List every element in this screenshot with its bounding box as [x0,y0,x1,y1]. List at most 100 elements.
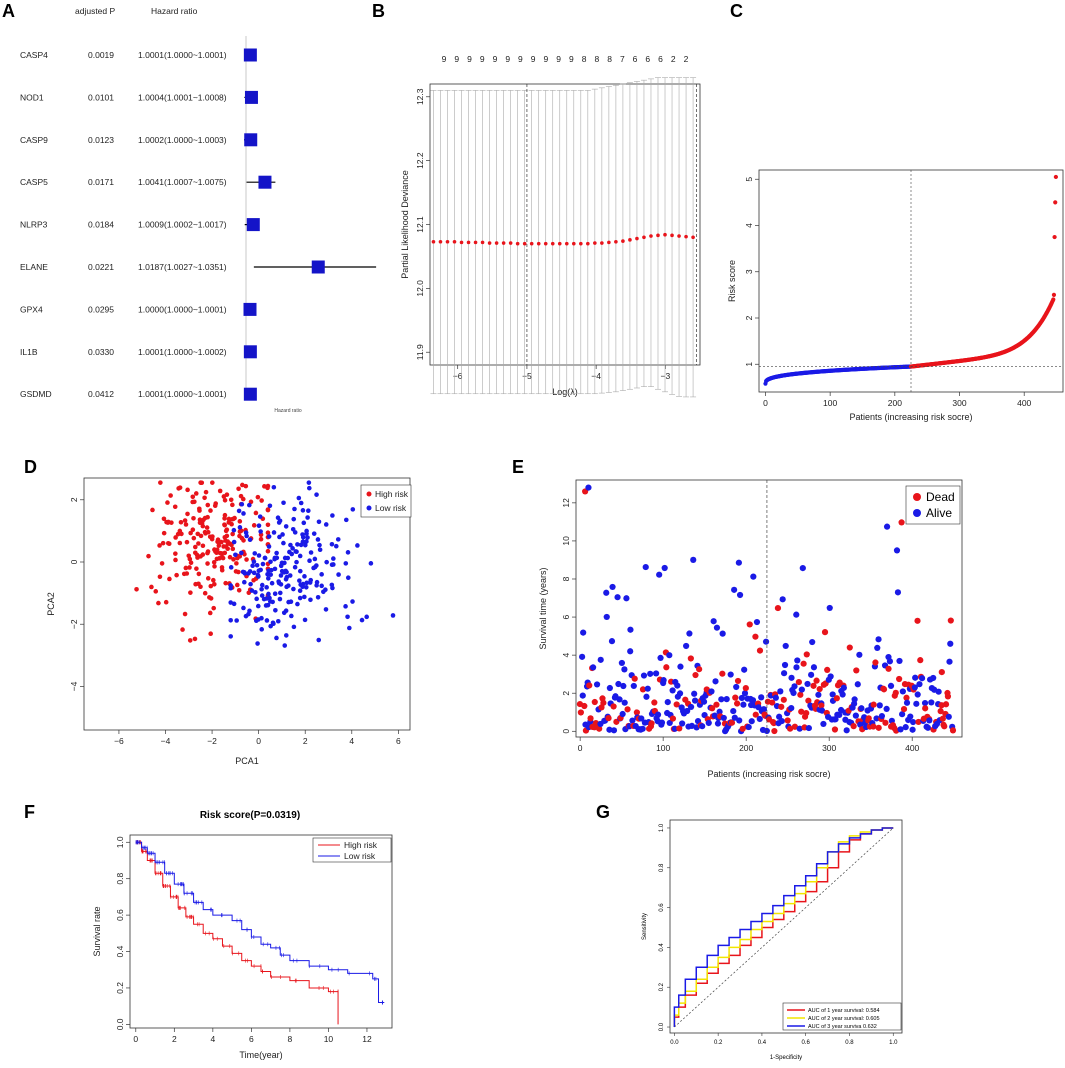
low-risk-point [280,532,285,537]
dead-point [596,725,603,732]
x-tick-label: 2 [303,736,308,746]
low-risk-point [300,508,306,513]
alive-point [777,688,784,695]
low-risk-point [252,551,258,556]
alive-point [878,712,886,720]
high-risk-point [165,540,171,546]
low-risk-point [287,549,292,555]
high-risk-point [216,543,222,548]
dead-point [872,659,879,666]
dead-point [880,686,888,693]
high-risk-point [265,522,271,528]
high-risk-point [222,497,228,503]
alive-point [647,670,654,677]
alive-point [894,589,902,596]
high-risk-point [234,582,240,588]
low-risk-point [250,563,255,569]
low-risk-point [297,588,303,593]
high-risk-point [237,554,243,559]
legend-label-dead: Dead [926,490,955,504]
low-risk-point [314,492,319,497]
x-tick-label: 100 [823,398,837,408]
cv-mean-point [607,240,611,245]
high-risk-point [251,577,256,583]
y-tick-label: 12.3 [415,88,425,105]
dead-point [922,705,929,712]
high-risk-point [188,560,194,565]
alive-point [758,694,765,701]
high-risk-point [253,510,259,516]
high-risk-point [196,506,202,512]
low-risk-point [317,547,323,553]
legend-label: AUC of 3 year surviva 0.632 [808,1024,877,1030]
dead-point [870,701,877,708]
high-risk-point [203,489,209,495]
high-risk-point [222,522,228,528]
alive-point [916,681,923,688]
dead-point [800,660,807,667]
dead-point [709,705,716,712]
dead-point [786,725,794,732]
alive-point [883,523,891,530]
x-tick-label: −4 [161,736,171,746]
high-risk-point [230,546,236,552]
dead-point [673,701,680,708]
cv-mean-point [684,234,688,239]
alive-point [926,717,933,724]
dead-point [734,677,742,685]
dead-point [587,715,594,722]
low-risk-point [272,556,277,562]
dead-point [795,678,802,686]
low-risk-point [291,516,297,522]
dead-point [938,669,945,676]
low-risk-point [350,507,356,512]
x-tick-label: −6 [453,371,463,381]
dead-point [639,686,647,693]
nonzero-count-label: 8 [582,54,587,64]
dead-point [610,703,617,710]
high-risk-point [202,529,208,535]
gene-name: GPX4 [20,304,43,314]
alive-point [671,725,678,732]
alive-point [609,583,616,591]
low-risk-point [244,533,249,539]
x-tick-label: 400 [905,743,919,753]
alive-point [585,484,592,491]
hr-box [243,302,257,316]
low-risk-point [343,517,349,523]
risk-score-point [1053,200,1058,205]
low-risk-point [288,542,293,548]
dead-point [784,717,791,724]
alive-point [731,586,738,593]
dead-point [942,701,950,708]
dead-point [669,715,677,722]
low-risk-point [335,537,341,542]
low-risk-point [319,572,324,577]
low-risk-point [292,564,298,570]
low-risk-point [237,525,243,530]
x-tick-label: −6 [114,736,124,746]
x-tick-label: 400 [1017,398,1031,408]
alive-point [909,718,917,726]
alive-point [720,714,727,722]
low-risk-point [259,615,264,621]
dead-point [892,689,899,696]
cv-mean-point [480,240,485,245]
dead-point [631,675,638,682]
adjusted-p-value: 0.0019 [88,50,114,60]
alive-point [772,694,779,701]
high-risk-point [259,498,264,503]
low-risk-point [259,582,265,588]
high-risk-point [208,583,214,589]
low-risk-point [330,513,335,518]
alive-point [705,719,712,727]
x-tick-label: 8 [288,1034,293,1044]
low-risk-point [242,579,247,585]
nonzero-count-label: 2 [684,54,689,64]
low-risk-point [241,605,246,611]
high-risk-point [226,520,232,525]
high-risk-point [215,537,221,543]
low-risk-point [314,579,320,585]
high-risk-point [219,565,225,570]
high-risk-point [168,493,173,498]
